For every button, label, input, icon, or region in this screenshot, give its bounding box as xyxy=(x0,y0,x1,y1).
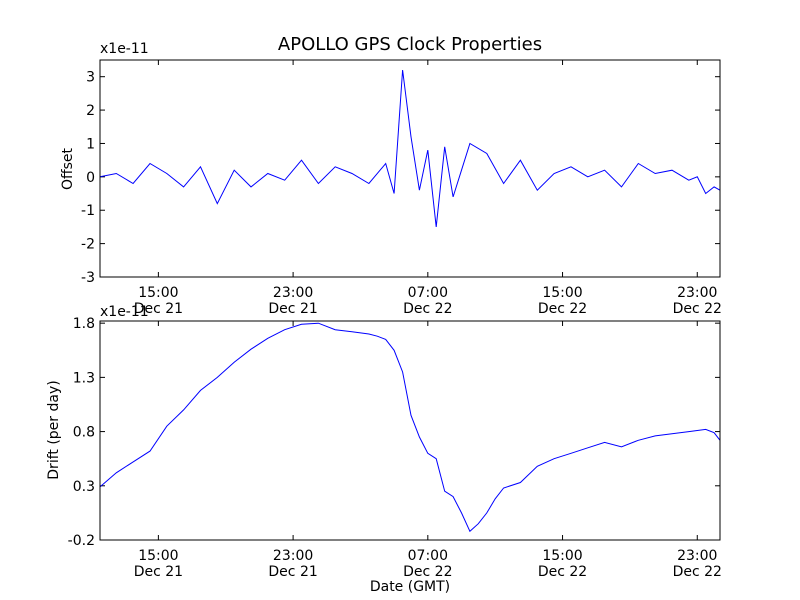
drift-panel: x1e-11 Drift (per day) -0.2 0.3 0.8 1.3 1.8 1… xyxy=(46,304,722,580)
x-tick-date-label: Dec 22 xyxy=(403,564,452,580)
x-tick-date-label: Dec 21 xyxy=(134,301,183,317)
x-tick-date-label: Dec 22 xyxy=(403,301,452,317)
y-tick-label: -2 xyxy=(81,237,95,253)
x-tick-date-label: Dec 21 xyxy=(134,564,183,580)
x-tick-time-label: 07:00 xyxy=(408,285,448,301)
drift-series-line xyxy=(99,322,721,533)
x-tick-time-label: 23:00 xyxy=(273,548,313,564)
y-tick-label: 0 xyxy=(86,170,95,186)
offset-scale-label: x1e-11 xyxy=(100,41,149,57)
x-tick-time-label: 23:00 xyxy=(677,285,717,301)
x-axis-label: Date (GMT) xyxy=(370,579,450,595)
offset-plot-frame xyxy=(99,59,721,278)
y-tick-label: 1 xyxy=(86,136,95,152)
x-tick-time-label: 23:00 xyxy=(677,548,717,564)
offset-series-line xyxy=(99,69,721,227)
offset-y-axis-label: Offset xyxy=(60,147,76,190)
y-tick-label: -3 xyxy=(81,270,95,286)
y-tick-label: 1.8 xyxy=(73,316,95,332)
x-tick-time-label: 23:00 xyxy=(273,285,313,301)
x-tick-date-label: Dec 21 xyxy=(268,564,317,580)
x-tick-time-label: 15:00 xyxy=(138,285,178,301)
x-tick-date-label: Dec 22 xyxy=(673,301,722,317)
x-tick-time-label: 15:00 xyxy=(542,285,582,301)
y-tick-label: 0.3 xyxy=(73,479,95,495)
x-tick-date-label: Dec 22 xyxy=(673,564,722,580)
x-tick-date-label: Dec 21 xyxy=(268,301,317,317)
y-tick-label: -0.2 xyxy=(68,533,95,549)
y-tick-label: -1 xyxy=(81,203,95,219)
drift-scale-label: x1e-11 xyxy=(100,304,149,320)
y-tick-label: 1.3 xyxy=(73,370,95,386)
y-tick-label: 3 xyxy=(86,70,95,86)
x-tick-date-label: Dec 22 xyxy=(538,301,587,317)
drift-plot-frame xyxy=(99,320,721,541)
x-tick-date-label: Dec 22 xyxy=(538,564,587,580)
y-tick-label: 2 xyxy=(86,103,95,119)
x-tick-time-label: 15:00 xyxy=(542,548,582,564)
x-tick-time-label: 07:00 xyxy=(408,548,448,564)
chart-title: APOLLO GPS Clock Properties xyxy=(278,34,542,55)
y-tick-label: 0.8 xyxy=(73,425,95,441)
drift-y-axis-label: Drift (per day) xyxy=(46,380,62,479)
x-tick-time-label: 15:00 xyxy=(138,548,178,564)
